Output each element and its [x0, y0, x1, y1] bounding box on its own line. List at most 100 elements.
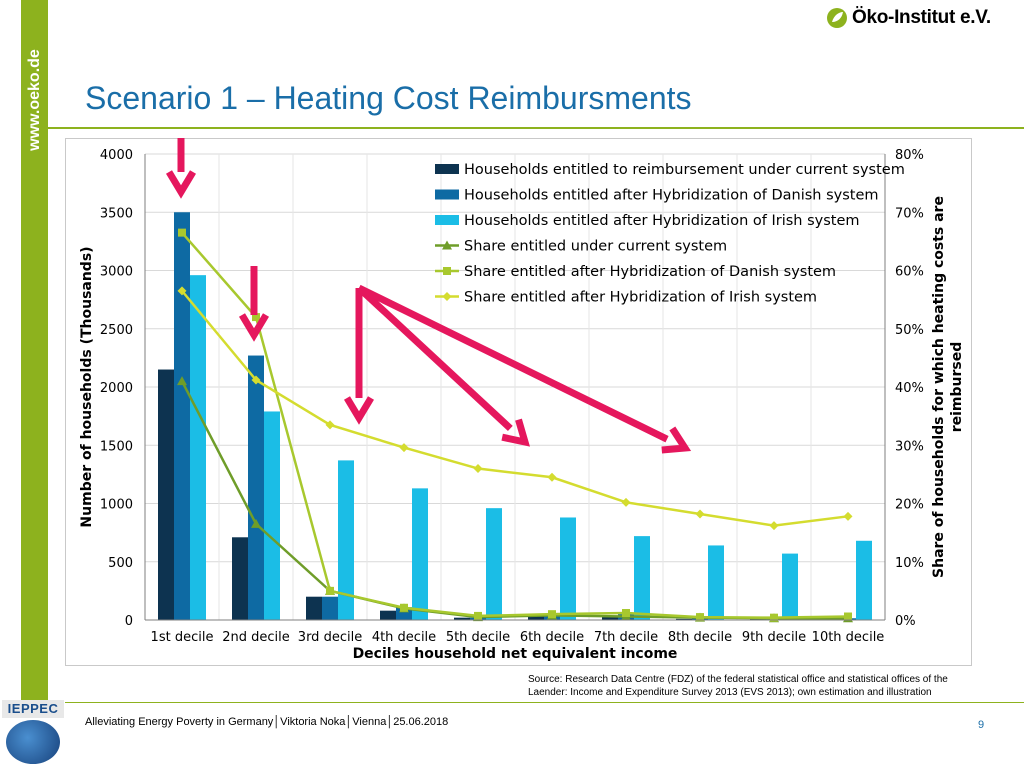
bar — [676, 618, 692, 620]
series-line — [181, 231, 849, 619]
source-line-2: Laender: Income and Expenditure Survey 2… — [528, 687, 932, 698]
y-tick-label: 0 — [125, 614, 133, 629]
y2-tick-label: 80% — [895, 148, 924, 163]
x-tick-label: 3rd decile — [298, 630, 362, 645]
y2-tick-label: 30% — [895, 439, 924, 454]
bars-layer — [158, 212, 872, 620]
legend-label: Share entitled after Hybridization of Da… — [464, 264, 836, 280]
arrow-shaft — [356, 285, 513, 431]
bar — [338, 460, 354, 620]
y2-tick-label: 40% — [895, 381, 924, 396]
y2-axis-title: Share of households for which heating co… — [931, 196, 947, 578]
bar — [174, 212, 190, 620]
y-tick-label: 3500 — [100, 206, 133, 221]
y2-tick-label: 60% — [895, 265, 924, 280]
point-diamond — [473, 464, 483, 474]
source-line-1: Source: Research Data Centre (FDZ) of th… — [528, 674, 948, 685]
point-triangle — [442, 240, 452, 250]
globe-icon — [6, 720, 60, 764]
point-square — [548, 610, 556, 619]
arrow-shaft — [357, 284, 669, 443]
point-diamond — [442, 292, 452, 301]
ieppec-logo: IEPPEC — [2, 700, 64, 766]
leaf-icon — [827, 8, 847, 28]
bar — [750, 618, 766, 620]
sidebar-url-text[interactable]: www.oeko.de — [26, 49, 43, 151]
point-diamond — [251, 375, 261, 385]
y2-tick-label: 70% — [895, 206, 924, 221]
x-tick-label: 2nd decile — [222, 630, 290, 645]
series-line — [181, 290, 849, 527]
legend-label: Share entitled after Hybridization of Ir… — [464, 290, 817, 306]
point-square — [474, 611, 482, 620]
axes-layer: 0 500 1000 1500 2000 2500 3000 3500 4000 0% 10% 20%… — [79, 148, 965, 662]
point-square — [770, 613, 778, 622]
footer-text: Alleviating Energy Poverty in Germany│Vi… — [85, 716, 449, 728]
page-number: 9 — [978, 719, 985, 731]
point-square — [326, 586, 334, 595]
bar — [634, 536, 650, 620]
sidebar-url[interactable]: www.oeko.de — [22, 30, 48, 170]
legend-label: Households entitled after Hybridization … — [464, 213, 860, 229]
legend-swatch — [435, 189, 459, 200]
bar — [560, 517, 576, 620]
point-triangle — [177, 376, 187, 386]
point-diamond — [769, 521, 779, 531]
point-diamond — [843, 511, 853, 521]
legend-swatch — [435, 215, 459, 225]
point-diamond — [177, 286, 187, 296]
x-tick-label: 4th decile — [372, 630, 436, 645]
bar — [322, 596, 338, 620]
bar — [528, 616, 544, 620]
arrow-head — [238, 313, 270, 342]
y2-tick-label: 20% — [895, 498, 924, 513]
y-tick-label: 4000 — [100, 148, 133, 163]
legend-layer: Households entitled to reimbursement und… — [435, 162, 905, 306]
oeko-institut-logo: Öko-Institut e.V. — [826, 5, 991, 31]
x-tick-label: 5th decile — [446, 630, 510, 645]
y-axis-title: Number of households (Thousands) — [79, 246, 95, 527]
y-tick-label: 1500 — [100, 439, 133, 454]
page-title: Scenario 1 – Heating Cost Reimbursments — [85, 80, 692, 116]
x-tick-label: 6th decile — [520, 630, 584, 645]
legend-label: Share entitled under current system — [464, 239, 727, 255]
x-tick-label: 7th decile — [594, 630, 658, 645]
point-diamond — [325, 420, 335, 430]
bar — [158, 369, 174, 620]
chart: 0 500 1000 1500 2000 2500 3000 3500 4000 0% 10% 20%… — [79, 138, 965, 662]
bar — [190, 275, 206, 620]
footer-divider — [65, 702, 1024, 703]
lines-layer — [177, 228, 853, 623]
point-square — [844, 612, 852, 621]
bar — [264, 411, 280, 620]
y-tick-label: 500 — [108, 556, 133, 571]
point-diamond — [695, 509, 705, 519]
point-diamond — [547, 472, 557, 482]
point-square — [696, 613, 704, 622]
x-tick-label: 9th decile — [742, 630, 806, 645]
y2-tick-label: 10% — [895, 556, 924, 571]
y-tick-label: 1000 — [100, 498, 133, 513]
legend-swatch — [435, 164, 459, 174]
point-square — [400, 603, 408, 612]
point-square — [443, 267, 451, 275]
annotation-arrows — [165, 138, 692, 454]
bar — [454, 617, 470, 620]
point-diamond — [399, 443, 409, 453]
arrow-head — [343, 396, 375, 425]
logo-text: Öko-Institut e.V. — [852, 7, 991, 28]
point-diamond — [621, 497, 631, 507]
x-tick-label: 1st decile — [151, 630, 214, 645]
bar — [232, 537, 248, 620]
bar — [412, 488, 428, 620]
arrow-head — [501, 418, 530, 447]
x-tick-label: 8th decile — [668, 630, 732, 645]
y-tick-label: 2500 — [100, 323, 133, 338]
y-tick-label: 3000 — [100, 265, 133, 280]
x-axis-title: Deciles household net equivalent income — [353, 646, 678, 662]
bar — [306, 596, 322, 620]
bar — [708, 545, 724, 620]
source-note: Source: Research Data Centre (FDZ) of th… — [528, 673, 1018, 699]
arrow-head — [165, 170, 197, 199]
point-square — [622, 609, 630, 618]
